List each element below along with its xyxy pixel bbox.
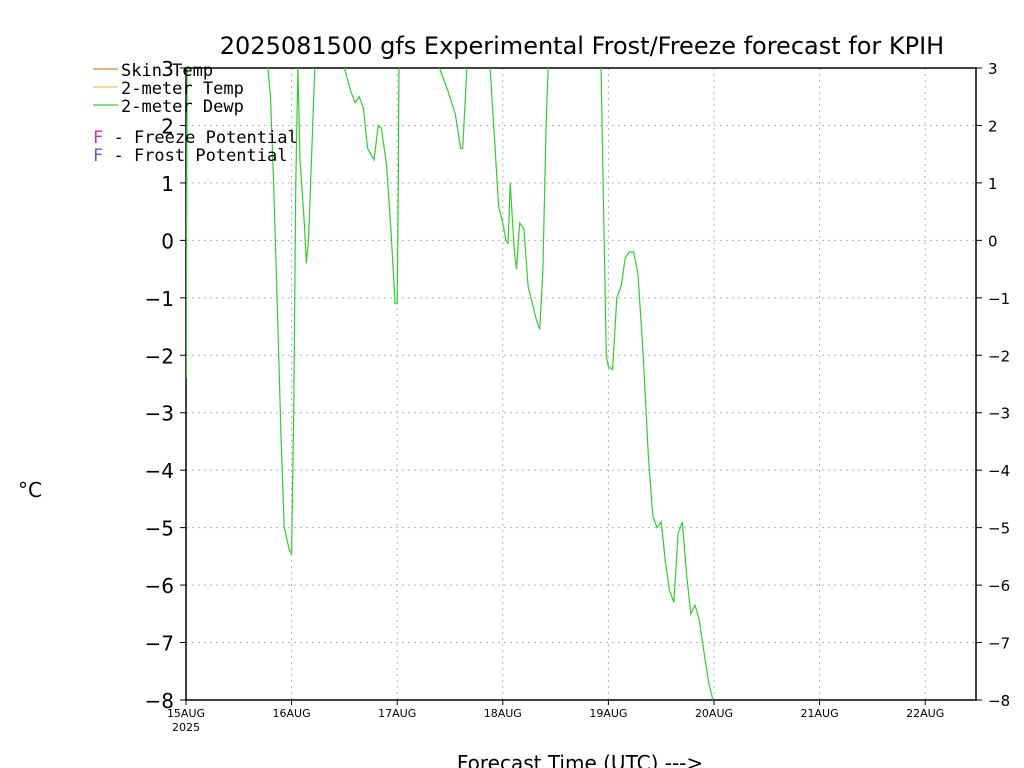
y-tick-label: −4 bbox=[145, 459, 174, 483]
potential-legend-item: F - Freeze Potential bbox=[93, 128, 298, 148]
y-tick-label-right: 1 bbox=[988, 175, 998, 193]
y-tick-label: −5 bbox=[145, 517, 174, 541]
legend-label: 2-meter Dewp bbox=[121, 97, 244, 117]
y-tick-label: 2 bbox=[161, 114, 174, 138]
x-tick-label: 16AUG bbox=[273, 707, 311, 720]
grid-lines bbox=[185, 67, 976, 701]
legend-label: Skin Temp bbox=[121, 61, 213, 81]
y-tick-label: 1 bbox=[161, 172, 174, 196]
y-tick-label: 0 bbox=[161, 229, 174, 253]
y-tick-label-right: −3 bbox=[988, 405, 1010, 423]
x-tick-label: 18AUG bbox=[484, 707, 522, 720]
potential-text: - Freeze Potential bbox=[103, 128, 297, 148]
y-tick-label: −8 bbox=[145, 689, 174, 713]
x-tick-label: 21AUG bbox=[801, 707, 839, 720]
y-tick-label: −6 bbox=[145, 574, 174, 598]
y-tick-label-right: −2 bbox=[988, 347, 1010, 365]
potential-marker: F bbox=[93, 146, 103, 166]
x-tick-label: 19AUG bbox=[589, 707, 627, 720]
y-tick-label-right: −4 bbox=[988, 462, 1010, 480]
y-axis-label: °C bbox=[18, 478, 42, 502]
y-tick-label-right: −5 bbox=[988, 520, 1010, 538]
legend-label: 2-meter Temp bbox=[121, 79, 244, 99]
x-axis-label: Forecast Time (UTC) ---> bbox=[457, 751, 703, 768]
y-tick-label-right: 0 bbox=[988, 232, 998, 250]
x-tick-label: 15AUG bbox=[167, 707, 205, 720]
potential-text: - Frost Potential bbox=[103, 146, 287, 166]
x-tick-label: 20AUG bbox=[695, 707, 733, 720]
x-tick-sublabel: 2025 bbox=[172, 721, 200, 734]
potential-legend-item: F - Frost Potential bbox=[93, 146, 287, 166]
x-tick-label: 17AUG bbox=[378, 707, 416, 720]
y-tick-label-right: 2 bbox=[988, 117, 998, 135]
potential-marker: F bbox=[93, 128, 103, 148]
chart-title: 2025081500 gfs Experimental Frost/Freeze… bbox=[220, 32, 944, 60]
y-tick-label-right: −1 bbox=[988, 290, 1010, 308]
series-line-2-meter-dewp bbox=[186, 68, 714, 700]
x-tick-label: 22AUG bbox=[906, 707, 944, 720]
y-tick-label: −2 bbox=[145, 344, 174, 368]
y-tick-label-right: 3 bbox=[988, 60, 998, 78]
series-layer bbox=[186, 68, 714, 700]
y-tick-label-right: −6 bbox=[988, 577, 1010, 595]
y-tick-label: −7 bbox=[145, 632, 174, 656]
y-tick-label: −3 bbox=[145, 402, 174, 426]
y-tick-label: 3 bbox=[161, 57, 174, 81]
y-tick-label: −1 bbox=[145, 287, 174, 311]
y-axis-ticks: 3 3 2 2 1 1 0 0 −1 −1 −2 −2 −3 −3 −4 −4 −5 −5 −6 −6 −7 −7 −8 −8 bbox=[145, 57, 1011, 713]
plot-frame bbox=[185, 67, 977, 701]
y-tick-label-right: −7 bbox=[988, 635, 1010, 653]
y-tick-label-right: −8 bbox=[988, 692, 1010, 710]
